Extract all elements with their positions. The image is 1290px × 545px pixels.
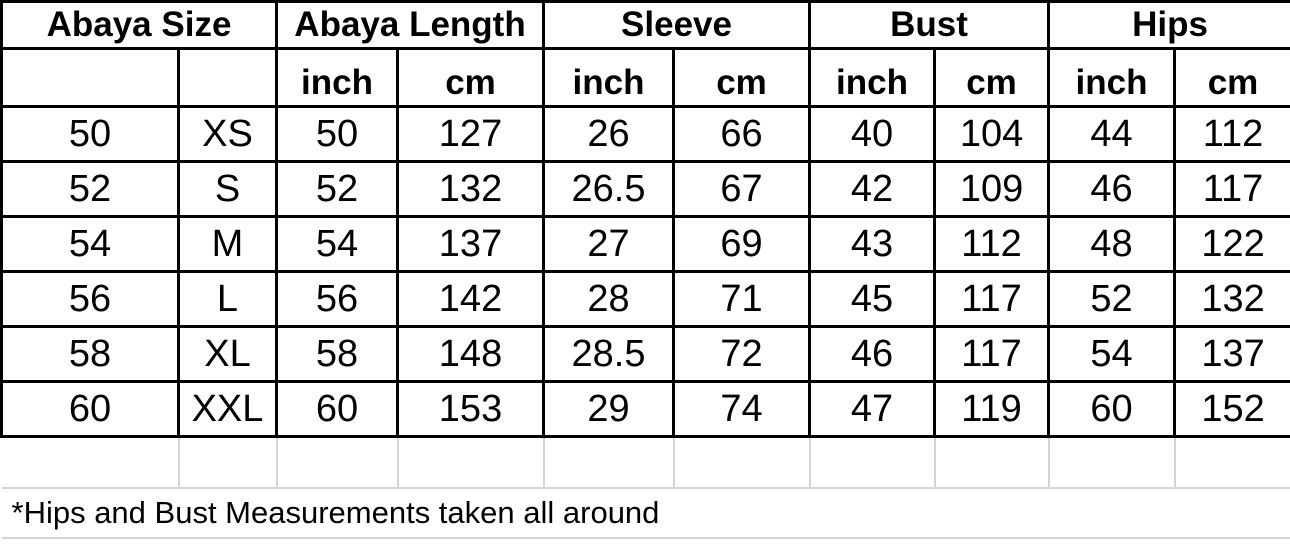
header-group-row: Abaya Size Abaya Length Sleeve Bust Hips [0, 0, 1290, 50]
table-cell: 27 [542, 215, 676, 273]
table-cell: 69 [672, 215, 812, 273]
table-cell: 152 [1173, 380, 1290, 438]
unit-header: cm [395, 47, 546, 108]
table-row-l: 56 L 56 142 28 71 45 117 52 132 [0, 270, 1290, 328]
table-cell: 58 [275, 325, 399, 383]
table-cell: 127 [395, 105, 546, 163]
table-cell: 54 [1047, 325, 1177, 383]
table-cell: 50 [0, 105, 180, 163]
header-hips: Hips [1047, 0, 1290, 50]
table-row-xl: 58 XL 58 148 28.5 72 46 117 54 137 [0, 325, 1290, 383]
table-cell: M [177, 215, 278, 273]
empty-cell [397, 436, 545, 489]
unit-header-row: inch cm inch cm inch cm inch cm [0, 47, 1290, 108]
table-cell: S [177, 160, 278, 218]
table-cell: 60 [275, 380, 399, 438]
empty-cell [276, 436, 399, 489]
table-cell: 50 [275, 105, 399, 163]
table-cell: 46 [808, 325, 937, 383]
empty-cell [1048, 436, 1176, 489]
table-cell: XXL [177, 380, 278, 438]
table-cell: 52 [0, 160, 180, 218]
table-cell: 28.5 [542, 325, 676, 383]
empty-cell [543, 436, 675, 489]
blank-cell [0, 47, 180, 108]
table-cell: 58 [0, 325, 180, 383]
table-row-s: 52 S 52 132 26.5 67 42 109 46 117 [0, 160, 1290, 218]
table-row-xs: 50 XS 50 127 26 66 40 104 44 112 [0, 105, 1290, 163]
table-cell: 26.5 [542, 160, 676, 218]
table-cell: 122 [1173, 215, 1290, 273]
table-cell: 52 [1047, 270, 1177, 328]
table-cell: 54 [0, 215, 180, 273]
table-cell: 56 [0, 270, 180, 328]
table-cell: L [177, 270, 278, 328]
table-cell: 28 [542, 270, 676, 328]
table-cell: 119 [933, 380, 1051, 438]
table-cell: 112 [933, 215, 1051, 273]
header-abaya-size: Abaya Size [0, 0, 278, 50]
table-cell: 26 [542, 105, 676, 163]
table-cell: 56 [275, 270, 399, 328]
table-cell: 71 [672, 270, 812, 328]
empty-cell [934, 436, 1050, 489]
table-cell: 72 [672, 325, 812, 383]
unit-header: inch [808, 47, 937, 108]
empty-gridline-row [1, 436, 1290, 489]
table-cell: 104 [933, 105, 1051, 163]
table-cell: 47 [808, 380, 937, 438]
empty-cell [178, 436, 278, 489]
footnote-row: *Hips and Bust Measurements taken all ar… [1, 488, 1290, 539]
header-abaya-length: Abaya Length [274, 0, 546, 50]
table-cell: 117 [933, 270, 1051, 328]
table-cell: 74 [672, 380, 812, 438]
table-cell: 45 [808, 270, 937, 328]
unit-header: inch [275, 47, 399, 108]
empty-cell [1, 436, 180, 489]
table-cell: 29 [542, 380, 676, 438]
unit-header: inch [1047, 47, 1177, 108]
table-cell: XS [177, 105, 278, 163]
table-cell: 60 [0, 380, 180, 438]
table-cell: 109 [933, 160, 1051, 218]
table-cell: 40 [808, 105, 937, 163]
header-sleeve: Sleeve [542, 0, 812, 50]
table-cell: 142 [395, 270, 546, 328]
table-cell: 137 [395, 215, 546, 273]
table-cell: 42 [808, 160, 937, 218]
table-cell: 52 [275, 160, 399, 218]
footnote-text: *Hips and Bust Measurements taken all ar… [1, 488, 1290, 539]
table-cell: 54 [275, 215, 399, 273]
table-cell: 46 [1047, 160, 1177, 218]
empty-cell [809, 436, 936, 489]
table-cell: 43 [808, 215, 937, 273]
unit-header: inch [542, 47, 676, 108]
table-cell: 44 [1047, 105, 1177, 163]
table-cell: 148 [395, 325, 546, 383]
table-cell: 137 [1173, 325, 1290, 383]
unit-header: cm [933, 47, 1051, 108]
table-cell: 132 [395, 160, 546, 218]
blank-cell [177, 47, 278, 108]
table-cell: 153 [395, 380, 546, 438]
empty-cell [1174, 436, 1290, 489]
table-cell: 66 [672, 105, 812, 163]
table-cell: 117 [1173, 160, 1290, 218]
header-bust: Bust [808, 0, 1051, 50]
table-cell: 117 [933, 325, 1051, 383]
table-cell: 132 [1173, 270, 1290, 328]
unit-header: cm [1173, 47, 1290, 108]
table-cell: XL [177, 325, 278, 383]
table-cell: 112 [1173, 105, 1290, 163]
empty-cell [673, 436, 811, 489]
table-row-m: 54 M 54 137 27 69 43 112 48 122 [0, 215, 1290, 273]
table-row-xxl: 60 XXL 60 153 29 74 47 119 60 152 [0, 380, 1290, 438]
table-cell: 60 [1047, 380, 1177, 438]
table-cell: 67 [672, 160, 812, 218]
table-cell: 48 [1047, 215, 1177, 273]
unit-header: cm [672, 47, 812, 108]
